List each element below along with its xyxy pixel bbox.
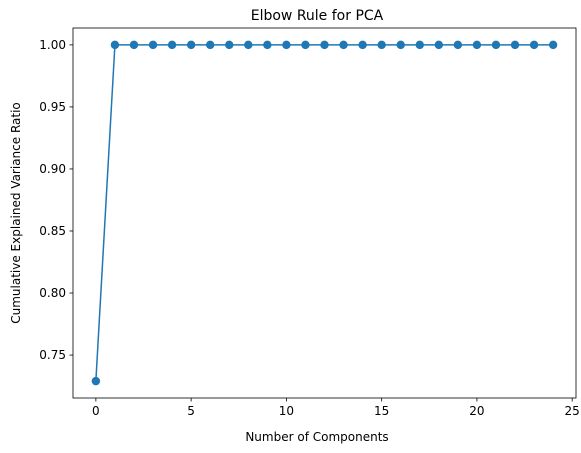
data-point xyxy=(110,40,120,50)
x-tick-label: 15 xyxy=(374,404,389,418)
data-point xyxy=(396,40,405,50)
y-tick-label: 0.80 xyxy=(39,286,66,300)
data-point xyxy=(510,40,520,50)
plot-frame xyxy=(72,27,577,399)
x-axis: 0 5 10 15 20 25 xyxy=(92,398,580,418)
x-tick-label: 10 xyxy=(279,404,294,418)
data-point xyxy=(415,40,424,50)
y-tick-label: 0.75 xyxy=(39,348,66,362)
y-axis-label: Cumulative Explained Variance Ratio xyxy=(9,102,23,324)
data-point xyxy=(301,40,310,50)
series-line xyxy=(95,44,554,382)
data-point xyxy=(148,40,158,50)
y-tick-label: 0.95 xyxy=(39,100,66,114)
data-point xyxy=(205,40,215,50)
data-point xyxy=(377,40,386,50)
data-point xyxy=(167,40,177,50)
x-tick-label: 5 xyxy=(187,404,195,418)
data-point xyxy=(129,40,139,50)
chart-title: Elbow Rule for PCA xyxy=(251,8,384,24)
y-tick-label: 0.85 xyxy=(39,224,66,238)
data-point xyxy=(186,40,196,50)
data-point xyxy=(434,40,444,50)
x-tick-label: 25 xyxy=(565,404,580,418)
data-point xyxy=(225,40,234,50)
data-point xyxy=(282,40,291,50)
x-axis-label: Number of Components xyxy=(245,430,388,444)
y-axis: 0.75 0.80 0.85 0.90 0.95 1.00 xyxy=(39,38,73,362)
data-point xyxy=(244,40,253,50)
y-tick-label: 1.00 xyxy=(39,38,66,52)
x-tick-label: 0 xyxy=(92,404,100,418)
data-point xyxy=(358,40,367,50)
data-point xyxy=(453,40,463,50)
data-point xyxy=(91,376,101,386)
data-point xyxy=(339,40,348,50)
data-point xyxy=(529,40,539,50)
y-tick-label: 0.90 xyxy=(39,162,66,176)
data-point xyxy=(548,40,558,50)
data-point xyxy=(320,40,329,50)
data-point xyxy=(491,40,501,50)
x-tick-label: 20 xyxy=(469,404,484,418)
data-point xyxy=(263,40,272,50)
plot-area xyxy=(91,40,558,386)
data-point xyxy=(472,40,482,50)
